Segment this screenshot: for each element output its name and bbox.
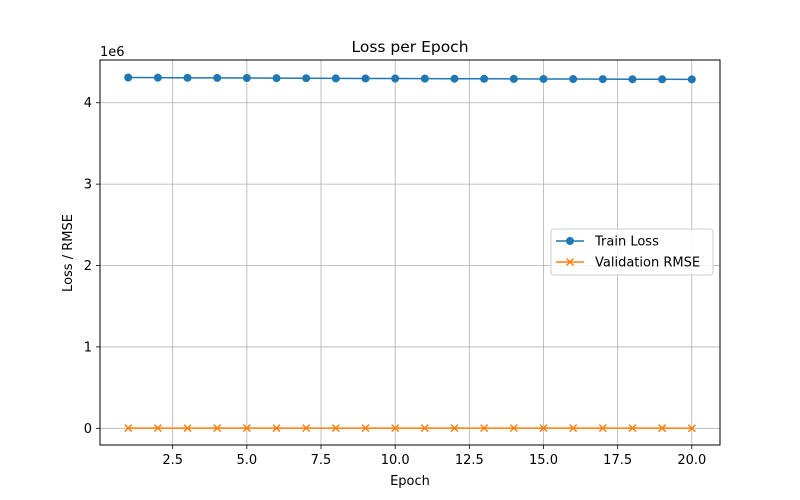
series-line-train-loss xyxy=(128,76,692,81)
data-point-train-loss xyxy=(391,74,400,83)
data-point-validation-rmse xyxy=(687,424,696,433)
data-point-train-loss xyxy=(420,74,429,83)
data-point-train-loss xyxy=(331,74,340,83)
data-point-train-loss xyxy=(213,73,222,82)
data-point-train-loss xyxy=(242,73,251,82)
y-axis: 0 1 2 3 4 xyxy=(84,96,100,437)
data-point-validation-rmse xyxy=(153,424,162,433)
series-layer xyxy=(124,73,696,433)
legend-label-train-loss: Train Loss xyxy=(594,235,659,250)
data-point-train-loss xyxy=(124,73,133,82)
data-point-validation-rmse xyxy=(242,424,251,433)
legend-label-validation-rmse: Validation RMSE xyxy=(595,256,700,271)
data-point-train-loss xyxy=(302,74,311,83)
data-point-validation-rmse xyxy=(331,424,340,433)
legend-marker-train-loss xyxy=(566,237,574,245)
x-tick-label: 12.5 xyxy=(455,453,484,468)
data-point-validation-rmse xyxy=(302,424,311,433)
data-point-train-loss xyxy=(361,74,370,83)
y-tick-label: 0 xyxy=(84,422,92,437)
x-tick-label: 5.0 xyxy=(236,453,257,468)
plot-area-frame xyxy=(99,59,721,446)
data-point-train-loss xyxy=(598,75,607,84)
data-point-train-loss xyxy=(509,74,518,83)
data-point-train-loss xyxy=(480,74,489,83)
data-point-validation-rmse xyxy=(480,424,489,433)
data-point-train-loss xyxy=(658,75,667,84)
y-tick-label: 4 xyxy=(84,96,92,111)
data-point-validation-rmse xyxy=(124,424,133,433)
chart-title: Loss per Epoch xyxy=(351,38,468,56)
data-point-train-loss xyxy=(450,74,459,83)
y-tick-label: 3 xyxy=(84,178,92,193)
data-point-validation-rmse xyxy=(658,424,667,433)
data-point-train-loss xyxy=(153,73,162,82)
x-axis-label: Epoch xyxy=(390,474,430,489)
y-tick-label: 1 xyxy=(84,340,92,355)
data-point-train-loss xyxy=(687,75,696,84)
x-axis: 2.5 5.0 7.5 10.0 12.5 15.0 17.5 20.0 xyxy=(162,445,706,468)
data-point-validation-rmse xyxy=(420,424,429,433)
x-tick-label: 10.0 xyxy=(381,453,410,468)
x-tick-label: 20.0 xyxy=(677,453,706,468)
x-tick-label: 17.5 xyxy=(603,453,632,468)
data-point-validation-rmse xyxy=(569,424,578,433)
data-point-validation-rmse xyxy=(272,424,281,433)
x-tick-label: 2.5 xyxy=(162,453,183,468)
data-point-validation-rmse xyxy=(628,424,637,433)
legend-frame xyxy=(550,228,714,276)
legend: Train Loss Validation RMSE xyxy=(550,228,714,276)
data-point-validation-rmse xyxy=(183,424,192,433)
x-tick-label: 7.5 xyxy=(311,453,332,468)
data-point-train-loss xyxy=(272,74,281,83)
legend-marker-validation-rmse xyxy=(565,257,575,267)
data-point-validation-rmse xyxy=(213,424,222,433)
data-point-train-loss xyxy=(628,75,637,84)
y-axis-offset-label: 1e6 xyxy=(100,45,125,60)
x-tick-label: 15.0 xyxy=(529,453,558,468)
data-point-train-loss xyxy=(183,73,192,82)
data-point-validation-rmse xyxy=(539,424,548,433)
data-point-train-loss xyxy=(539,74,548,83)
y-tick-label: 2 xyxy=(84,259,92,274)
data-point-validation-rmse xyxy=(598,424,607,433)
y-axis-label: Loss / RMSE xyxy=(61,214,76,292)
data-point-validation-rmse xyxy=(509,424,518,433)
data-point-validation-rmse xyxy=(391,424,400,433)
data-point-validation-rmse xyxy=(450,424,459,433)
data-point-train-loss xyxy=(569,75,578,84)
data-point-validation-rmse xyxy=(361,424,370,433)
